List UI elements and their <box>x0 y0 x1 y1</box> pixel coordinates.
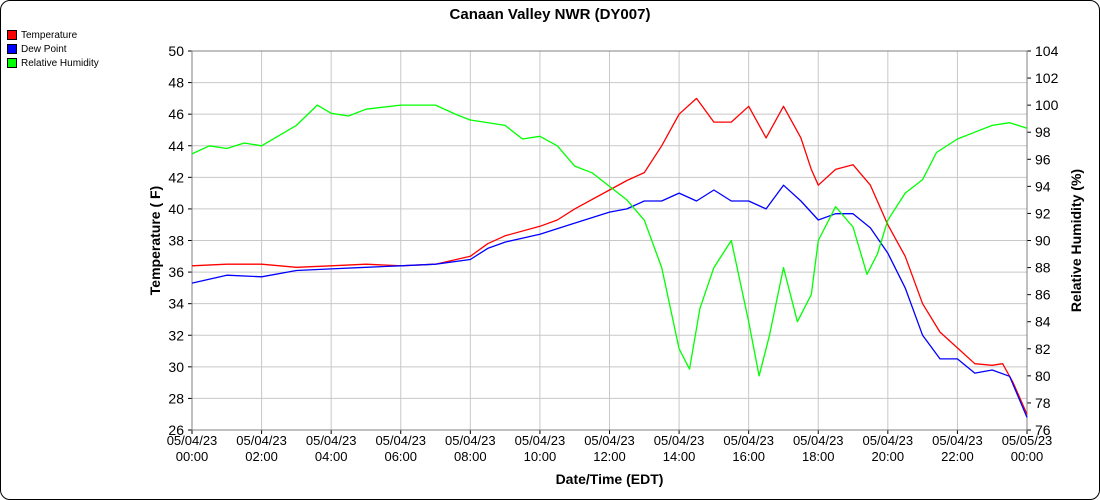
y-right-tick-label: 102 <box>1035 70 1059 86</box>
x-tick-time-label: 16:00 <box>732 449 765 464</box>
legend-swatch-temperature <box>7 30 17 40</box>
series-line-dew-point <box>191 184 1028 418</box>
y-left-tick-label: 26 <box>168 422 184 438</box>
y-left-tick-label: 28 <box>168 390 184 406</box>
legend: Temperature Dew Point Relative Humidity <box>7 28 99 70</box>
legend-item-relative-humidity[interactable]: Relative Humidity <box>7 56 99 70</box>
y-left-tick-label: 48 <box>168 75 184 91</box>
y-right-tick-label: 84 <box>1035 314 1051 330</box>
x-tick-date-label: 05/05/23 <box>1002 433 1053 448</box>
y-right-tick-label: 82 <box>1035 341 1051 357</box>
y-left-tick-label: 32 <box>168 327 184 343</box>
legend-label-dew-point: Dew Point <box>21 43 67 55</box>
x-tick-time-label: 08:00 <box>454 449 487 464</box>
y-left-tick-label: 30 <box>168 359 184 375</box>
y-left-tick-label: 34 <box>168 296 184 312</box>
series-line-relative-humidity <box>191 104 1028 377</box>
x-tick-date-label: 05/04/23 <box>654 433 705 448</box>
x-tick-time-label: 20:00 <box>872 449 905 464</box>
y-right-tick-label: 100 <box>1035 97 1059 113</box>
legend-label-relative-humidity: Relative Humidity <box>21 57 99 69</box>
y-left-tick-label: 46 <box>168 106 184 122</box>
x-tick-time-label: 00:00 <box>1011 449 1044 464</box>
x-tick-date-label: 05/04/23 <box>723 433 774 448</box>
y-right-tick-label: 90 <box>1035 233 1051 249</box>
x-tick-time-label: 18:00 <box>802 449 835 464</box>
legend-item-dew-point[interactable]: Dew Point <box>7 42 99 56</box>
x-tick-date-label: 05/04/23 <box>515 433 566 448</box>
y-right-tick-label: 104 <box>1035 43 1059 59</box>
x-tick-time-label: 10:00 <box>524 449 557 464</box>
x-tick-date-label: 05/04/23 <box>375 433 426 448</box>
y-right-tick-label: 86 <box>1035 287 1051 303</box>
x-tick-date-label: 05/04/23 <box>584 433 635 448</box>
legend-label-temperature: Temperature <box>21 29 78 41</box>
y-right-tick-label: 96 <box>1035 151 1051 167</box>
y-left-tick-label: 44 <box>168 138 184 154</box>
x-tick-time-label: 12:00 <box>593 449 626 464</box>
x-axis-label: Date/Time (EDT) <box>556 471 664 487</box>
legend-item-temperature[interactable]: Temperature <box>7 28 99 42</box>
y-left-tick-label: 50 <box>168 43 184 59</box>
y-left-tick-label: 40 <box>168 201 184 217</box>
x-tick-date-label: 05/04/23 <box>863 433 914 448</box>
y-right-tick-label: 76 <box>1035 422 1051 438</box>
legend-swatch-relative-humidity <box>7 58 17 68</box>
y-right-tick-label: 80 <box>1035 368 1051 384</box>
y-right-tick-label: 88 <box>1035 260 1051 276</box>
x-tick-date-label: 05/04/23 <box>793 433 844 448</box>
x-tick-time-label: 22:00 <box>941 449 974 464</box>
y-left-tick-label: 36 <box>168 264 184 280</box>
y-left-tick-label: 38 <box>168 233 184 249</box>
y-right-axis-label: Relative Humidity (%) <box>1068 169 1084 312</box>
x-tick-date-label: 05/04/23 <box>445 433 496 448</box>
plot-border <box>191 50 1028 431</box>
x-tick-time-label: 04:00 <box>315 449 348 464</box>
x-tick-date-label: 05/04/23 <box>167 433 218 448</box>
y-right-tick-label: 98 <box>1035 124 1051 140</box>
y-right-tick-label: 94 <box>1035 178 1051 194</box>
x-tick-date-label: 05/04/23 <box>236 433 287 448</box>
y-right-tick-label: 78 <box>1035 395 1051 411</box>
x-tick-time-label: 02:00 <box>245 449 278 464</box>
y-left-tick-label: 42 <box>168 169 184 185</box>
legend-swatch-dew-point <box>7 44 17 54</box>
x-tick-time-label: 06:00 <box>384 449 417 464</box>
x-tick-date-label: 05/04/23 <box>932 433 983 448</box>
x-tick-date-label: 05/04/23 <box>306 433 357 448</box>
x-tick-time-label: 14:00 <box>663 449 696 464</box>
chart-title: Canaan Valley NWR (DY007) <box>450 6 651 23</box>
y-right-tick-label: 92 <box>1035 205 1051 221</box>
x-tick-time-label: 00:00 <box>176 449 209 464</box>
y-left-axis-label: Temperature ( F) <box>147 186 163 295</box>
